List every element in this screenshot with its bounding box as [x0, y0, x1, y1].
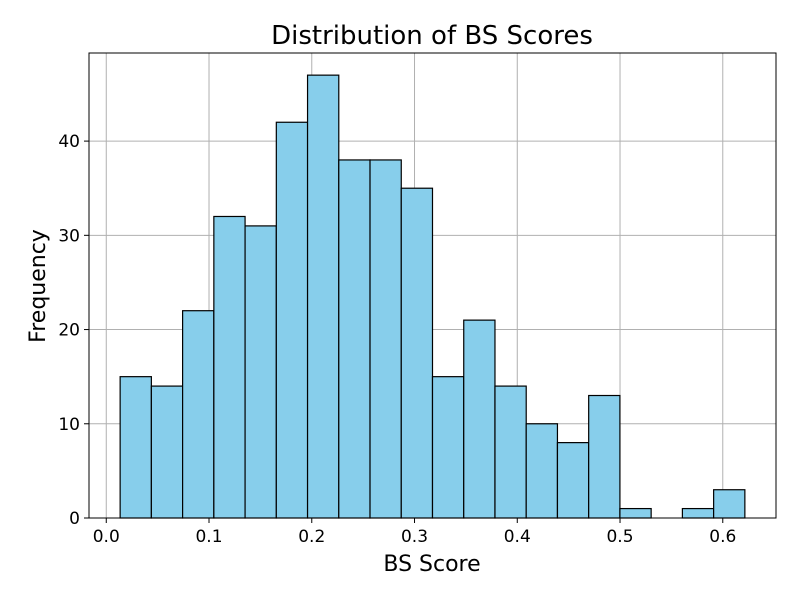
y-tick-label: 20 [58, 321, 80, 341]
histogram-bar [306, 74, 340, 519]
histogram-bar [244, 225, 277, 519]
histogram-bar [338, 159, 371, 519]
histogram-bar [713, 489, 746, 519]
histogram-bar [525, 423, 559, 519]
x-axis-ticks: 0.0 0.1 0.2 0.3 0.4 0.5 0.6 [93, 518, 736, 547]
histogram-bar [150, 385, 184, 519]
x-tick-label: 0.6 [709, 527, 736, 547]
histogram-bars [119, 74, 746, 519]
histogram-bar [182, 310, 215, 519]
histogram-bar [213, 215, 246, 519]
histogram-bar [681, 507, 715, 519]
histogram-bar [369, 159, 402, 519]
histogram-bar [619, 507, 652, 519]
y-tick-label: 40 [58, 132, 80, 152]
x-tick-label: 0.1 [195, 527, 222, 547]
x-tick-label: 0.5 [606, 527, 633, 547]
y-tick-label: 30 [58, 226, 80, 246]
x-axis-label: BS Score [383, 552, 480, 577]
x-tick-label: 0.3 [401, 527, 428, 547]
histogram-bar [494, 385, 527, 519]
y-tick-label: 10 [58, 415, 80, 435]
y-axis-label: Frequency [26, 229, 51, 343]
y-tick-label: 0 [69, 509, 80, 529]
x-tick-label: 0.2 [298, 527, 325, 547]
histogram-bar [556, 442, 590, 519]
histogram-bar [588, 394, 621, 519]
histogram-bar [431, 376, 465, 519]
x-tick-label: 0.0 [93, 527, 120, 547]
histogram-bar [119, 376, 152, 519]
axes-frame [88, 52, 777, 519]
y-axis-ticks: 0 10 20 30 40 [58, 132, 89, 529]
x-tick-label: 0.4 [504, 527, 531, 547]
chart-title: Distribution of BS Scores [271, 21, 593, 51]
histogram-bar [400, 187, 434, 519]
histogram-bar [463, 319, 496, 519]
histogram-bar [275, 121, 309, 519]
